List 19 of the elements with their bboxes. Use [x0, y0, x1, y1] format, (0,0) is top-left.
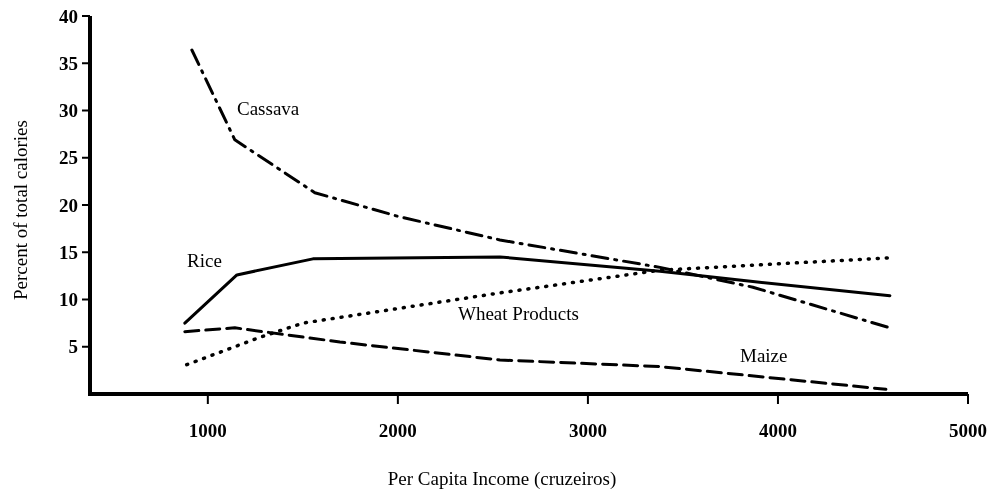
series-label: Wheat Products [458, 303, 579, 324]
series-label: Cassava [237, 98, 300, 119]
y-tick-label: 5 [68, 336, 78, 358]
x-tick-label: 4000 [758, 420, 797, 441]
y-tick-label: 25 [59, 147, 78, 169]
y-tick-label: 40 [59, 5, 78, 27]
y-tick-label: 15 [59, 241, 78, 263]
y-tick-label: 20 [59, 194, 78, 216]
x-tick-label: 5000 [949, 420, 987, 441]
x-tick-label: 3000 [568, 420, 607, 441]
y-tick-label: 30 [59, 100, 78, 122]
y-tick-label: 35 [59, 52, 78, 74]
y-axis-title: Percent of total calories [10, 120, 31, 300]
y-tick-label: 10 [59, 289, 78, 311]
x-tick-label: 2000 [378, 420, 417, 441]
x-tick-label: 1000 [188, 420, 227, 441]
series-label: Rice [187, 250, 222, 271]
x-axis-title: Per Capita Income (cruzeiros) [387, 468, 617, 490]
series-label: Maize [740, 345, 788, 366]
